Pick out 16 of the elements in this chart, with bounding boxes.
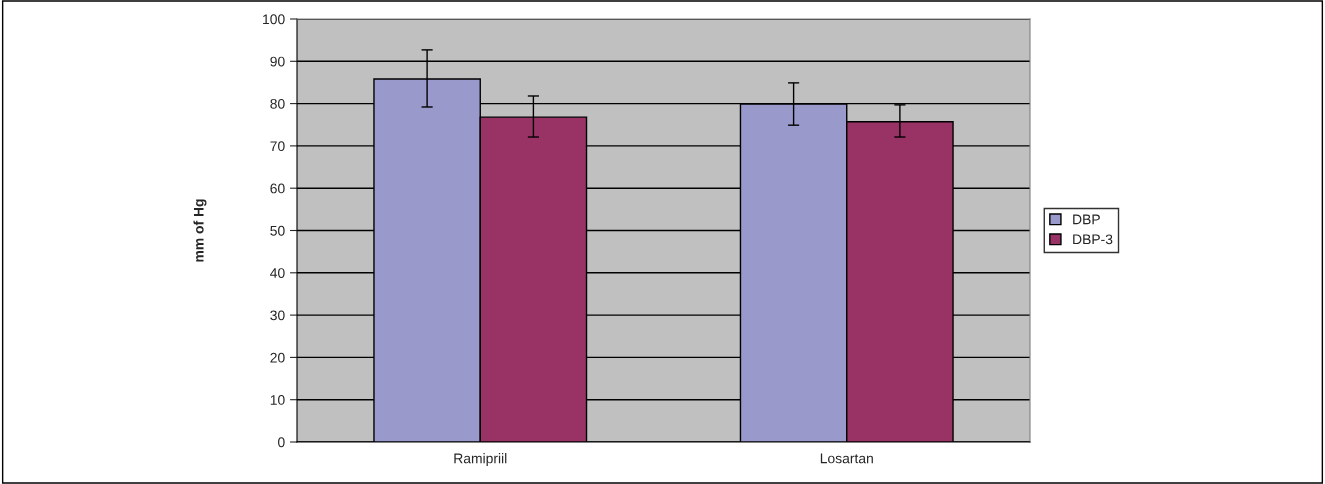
x-tick-label: Losartan: [820, 453, 873, 464]
y-tick-label: 90: [270, 56, 285, 67]
y-tick-label: 100: [263, 14, 285, 25]
x-tick-label: Ramipriil: [454, 453, 507, 467]
y-tick-label: 20: [270, 352, 285, 363]
legend-label: DBP: [1073, 214, 1100, 225]
y-tick-label: 30: [270, 310, 285, 321]
y-axis-title: mm of Hg: [193, 199, 207, 262]
y-tick-label: 50: [270, 225, 285, 236]
y-tick-label: 70: [270, 141, 285, 152]
y-tick-label: 40: [270, 268, 285, 278]
y-tick-label: 10: [270, 395, 285, 405]
y-tick-label: 0: [278, 437, 285, 448]
y-tick-label: 80: [270, 98, 285, 109]
y-tick-label: 60: [270, 183, 285, 194]
legend-label: DBP-3: [1073, 234, 1113, 245]
